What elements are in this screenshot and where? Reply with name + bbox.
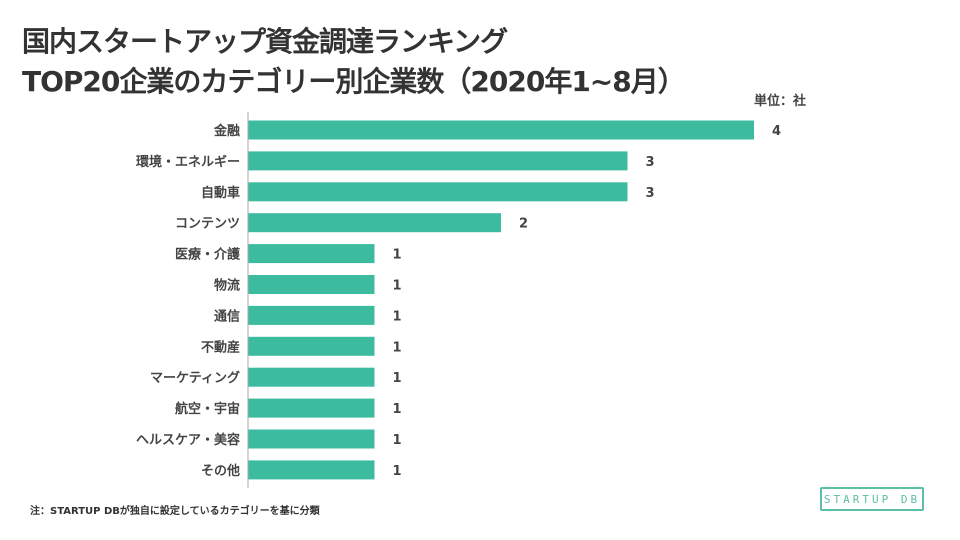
value-label: 1 — [393, 309, 402, 324]
category-label: コンテンツ — [175, 217, 240, 232]
category-label: マーケティング — [150, 370, 240, 386]
bar — [248, 244, 375, 264]
value-label: 2 — [519, 217, 528, 232]
category-label: 通信 — [214, 308, 240, 324]
category-label: 不動産 — [201, 339, 240, 355]
bar — [248, 275, 375, 294]
value-label: 1 — [393, 464, 402, 479]
category-label: ヘルスケア・美容 — [136, 432, 240, 448]
bar — [248, 182, 628, 202]
value-label: 1 — [393, 402, 402, 417]
bar — [248, 460, 375, 480]
value-label: 3 — [646, 186, 655, 201]
unit-label: 単位：社 — [754, 94, 807, 109]
value-label: 1 — [393, 340, 402, 355]
startup-db-logo: STARTUP DB — [820, 487, 924, 511]
category-label: 航空・宇宙 — [175, 401, 240, 417]
value-label: 1 — [393, 248, 402, 263]
bar — [248, 213, 501, 233]
bar — [248, 305, 375, 325]
category-label: 医療・介護 — [175, 247, 241, 263]
value-label: 1 — [393, 371, 402, 386]
category-label: 金融 — [213, 123, 240, 139]
bar — [248, 336, 375, 356]
bar — [248, 367, 375, 387]
chart-title: 国内スタートアップ資金調達ランキング TOP20企業のカテゴリー別企業数（202… — [22, 22, 686, 102]
category-label: 自動車 — [201, 185, 240, 201]
bar — [248, 120, 754, 140]
value-label: 1 — [393, 279, 402, 294]
category-label: その他 — [201, 463, 240, 479]
category-label: 環境・エネルギー — [136, 154, 240, 170]
bar — [248, 429, 375, 449]
value-label: 1 — [393, 433, 402, 448]
bar — [248, 398, 375, 418]
value-label: 4 — [772, 124, 781, 139]
bar — [248, 151, 628, 171]
category-label: 物流 — [214, 278, 240, 294]
footnote: 注：STARTUP DBが独自に設定しているカテゴリーを基に分類 — [30, 506, 320, 517]
title-line-2: TOP20企業のカテゴリー別企業数（2020年1~8月） — [22, 65, 686, 98]
title-line-1: 国内スタートアップ資金調達ランキング — [22, 25, 508, 58]
value-label: 3 — [646, 155, 655, 170]
